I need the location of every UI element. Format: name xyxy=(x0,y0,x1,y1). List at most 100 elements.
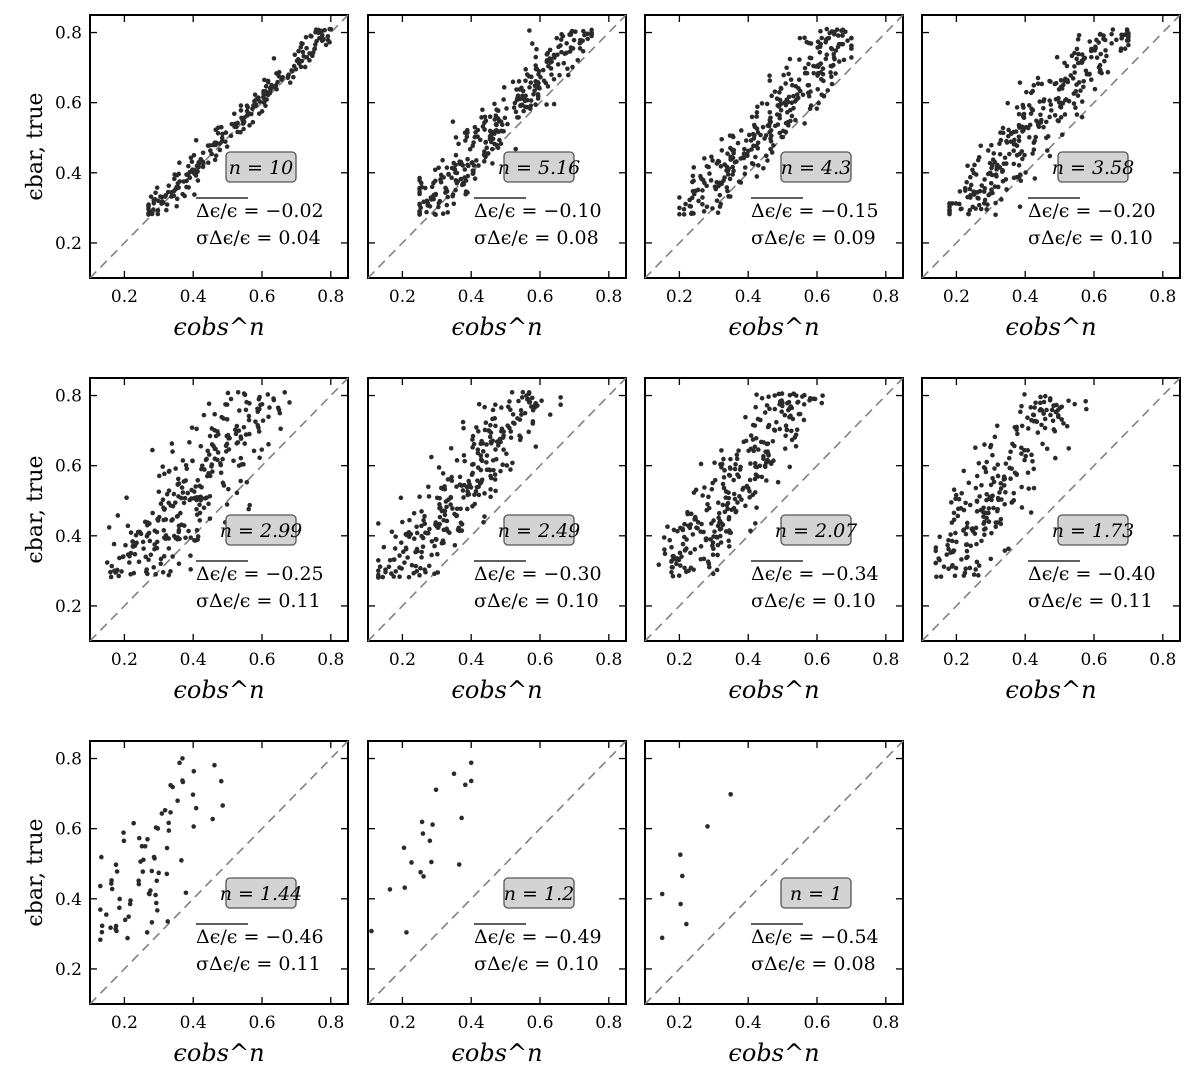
data-point xyxy=(206,452,212,457)
data-point xyxy=(156,473,162,479)
data-point xyxy=(176,529,182,535)
y-tick-label: 0.8 xyxy=(55,24,82,44)
data-point xyxy=(486,428,491,433)
data-point xyxy=(403,545,409,551)
data-point xyxy=(764,478,769,483)
data-point xyxy=(439,540,445,546)
data-point xyxy=(223,130,229,135)
data-point xyxy=(185,490,191,496)
data-point xyxy=(705,501,710,507)
data-point xyxy=(483,420,489,425)
data-point xyxy=(681,206,687,212)
data-point xyxy=(504,463,510,468)
data-point xyxy=(1011,490,1017,496)
data-point xyxy=(376,521,381,526)
data-point xyxy=(274,86,279,92)
data-point xyxy=(761,456,766,461)
n-label: n = 1.73 xyxy=(1052,520,1135,542)
data-point xyxy=(238,129,243,135)
y-tick-label: 0.6 xyxy=(55,820,82,840)
data-point xyxy=(691,165,697,170)
data-point xyxy=(1044,407,1049,413)
data-point xyxy=(1062,60,1067,66)
data-point xyxy=(722,468,727,473)
data-point xyxy=(526,391,532,396)
data-point xyxy=(209,151,215,157)
data-point xyxy=(1087,39,1093,44)
data-point xyxy=(165,919,171,924)
data-point xyxy=(436,204,441,210)
x-tick-label: 0.2 xyxy=(111,287,138,307)
data-point xyxy=(487,128,493,134)
data-point xyxy=(1058,115,1064,120)
data-point xyxy=(189,168,195,173)
data-point xyxy=(206,501,211,507)
data-point xyxy=(760,124,766,130)
data-point xyxy=(783,81,788,86)
data-point xyxy=(155,211,161,217)
data-point xyxy=(499,405,504,410)
data-point xyxy=(166,546,172,551)
data-point xyxy=(454,180,460,186)
data-point xyxy=(158,556,164,562)
data-point xyxy=(589,31,594,36)
x-tick-label: 0.4 xyxy=(1012,650,1039,670)
data-point xyxy=(397,574,402,580)
data-point xyxy=(462,782,468,788)
data-point xyxy=(1060,101,1066,106)
data-point xyxy=(174,196,180,202)
data-point xyxy=(1101,36,1106,42)
x-tick-label: 0.6 xyxy=(803,650,830,670)
data-point xyxy=(134,540,139,546)
data-point xyxy=(1052,113,1058,118)
data-point xyxy=(589,27,594,33)
data-point xyxy=(1029,452,1034,458)
data-point xyxy=(535,79,541,85)
data-point xyxy=(710,552,716,558)
data-point xyxy=(116,573,122,579)
data-point xyxy=(404,930,409,935)
data-point xyxy=(820,66,826,71)
data-point xyxy=(705,824,710,829)
data-point xyxy=(432,543,437,549)
data-point xyxy=(954,539,959,545)
y-tick-label: 0.4 xyxy=(55,164,82,184)
data-point xyxy=(690,173,696,179)
data-point xyxy=(999,197,1004,202)
data-point xyxy=(487,434,493,440)
data-point xyxy=(784,65,789,71)
data-point xyxy=(179,858,184,863)
data-point xyxy=(136,835,142,841)
n-label: n = 1.44 xyxy=(220,883,303,905)
data-point xyxy=(175,513,180,519)
data-point xyxy=(670,565,675,570)
data-point xyxy=(147,891,152,897)
data-point xyxy=(688,522,693,527)
data-point xyxy=(296,61,302,66)
data-point xyxy=(759,474,765,480)
data-point xyxy=(768,115,773,121)
data-point xyxy=(1074,56,1079,62)
data-point xyxy=(263,84,269,89)
data-point xyxy=(166,500,172,506)
data-point xyxy=(1081,79,1086,84)
data-point xyxy=(494,439,500,444)
data-point xyxy=(175,476,181,482)
data-point xyxy=(241,462,246,467)
data-point xyxy=(225,390,231,396)
n-label-box xyxy=(780,877,852,909)
data-point xyxy=(147,538,153,544)
data-point xyxy=(532,88,537,93)
data-point xyxy=(481,520,486,525)
data-point xyxy=(791,93,796,99)
data-point xyxy=(817,43,823,49)
data-point xyxy=(824,26,830,32)
data-point xyxy=(417,573,422,578)
x-tick-label: 0.4 xyxy=(458,650,485,670)
data-point xyxy=(188,553,193,558)
x-tick-label: 0.4 xyxy=(180,1013,207,1033)
data-point xyxy=(121,554,126,559)
data-point xyxy=(440,157,445,163)
data-point xyxy=(1079,99,1085,104)
